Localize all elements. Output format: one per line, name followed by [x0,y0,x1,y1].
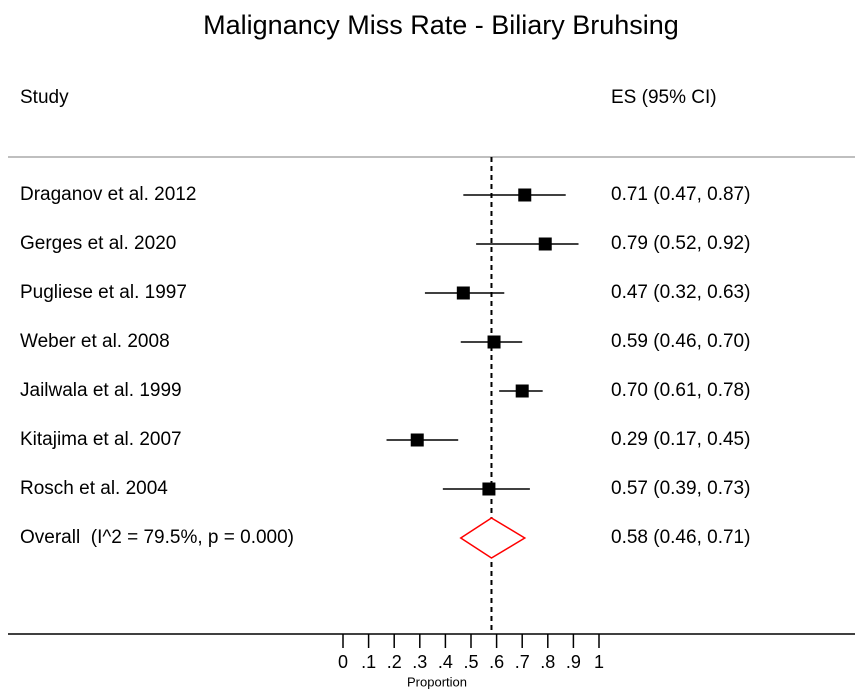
x-tick-label: .2 [387,652,402,672]
study-label: Pugliese et al. 1997 [20,282,187,303]
es-label: 0.59 (0.46, 0.70) [611,331,750,352]
overall-diamond [459,517,527,559]
point-estimate [410,433,424,447]
x-tick-label: .7 [515,652,530,672]
point-estimate [482,482,496,496]
x-tick-label: .8 [540,652,555,672]
chart-title: Malignancy Miss Rate - Biliary Bruhsing [203,10,679,40]
es-label: 0.29 (0.17, 0.45) [611,429,750,450]
overall-es-label: 0.58 (0.46, 0.71) [611,527,750,548]
es-header: ES (95% CI) [611,87,717,108]
study-label: Rosch et al. 2004 [20,478,168,499]
study-label: Jailwala et al. 1999 [20,380,182,401]
study-label: Kitajima et al. 2007 [20,429,182,450]
point-estimate [515,384,529,398]
point-estimate [518,188,532,202]
x-tick-label: .5 [463,652,478,672]
es-label: 0.57 (0.39, 0.73) [611,478,750,499]
study-label: Weber et al. 2008 [20,331,170,352]
es-label: 0.79 (0.52, 0.92) [611,233,750,254]
study-header: Study [20,87,69,108]
point-estimate [487,335,501,349]
study-label: Draganov et al. 2012 [20,184,196,205]
x-tick-label: .9 [566,652,581,672]
x-tick-label: 0 [338,652,348,672]
x-tick-label: .3 [412,652,427,672]
point-estimate [456,286,470,300]
x-tick-label: .1 [361,652,376,672]
x-tick-label: .4 [438,652,453,672]
overall-label: Overall (I^2 = 79.5%, p = 0.000) [20,527,294,548]
point-estimate [538,237,552,251]
es-label: 0.71 (0.47, 0.87) [611,184,750,205]
es-label: 0.47 (0.32, 0.63) [611,282,750,303]
es-label: 0.70 (0.61, 0.78) [611,380,750,401]
study-label: Gerges et al. 2020 [20,233,176,254]
x-axis-label: Proportion [407,674,467,689]
x-tick-label: .6 [489,652,504,672]
x-tick-label: 1 [594,652,604,672]
